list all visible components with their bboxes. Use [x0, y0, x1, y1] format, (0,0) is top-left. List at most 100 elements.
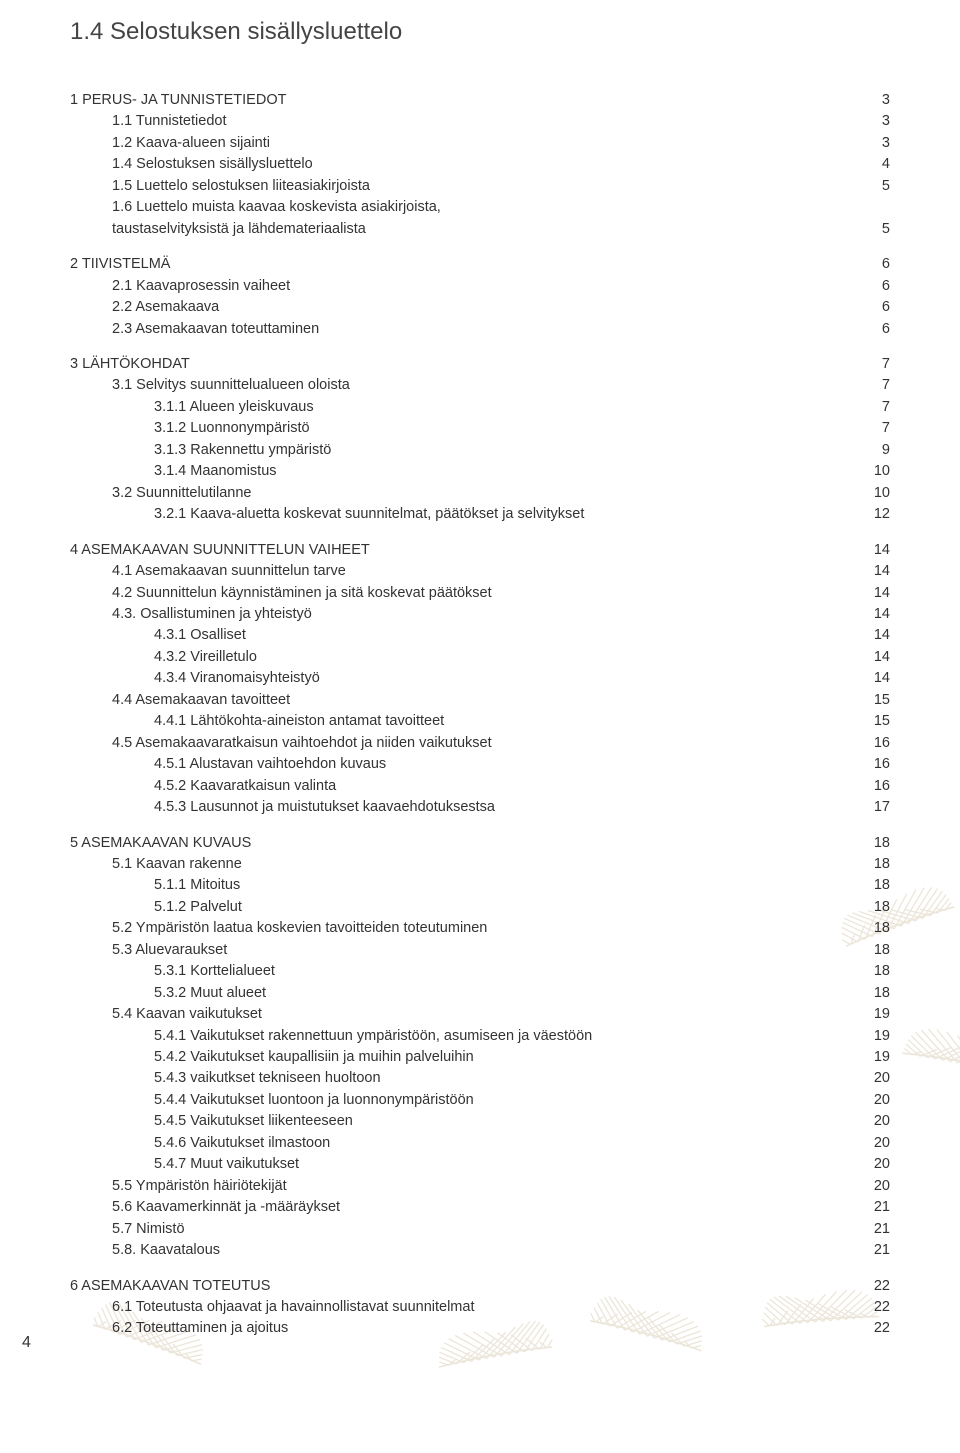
toc-row: 2.2 Asemakaava6 — [70, 297, 890, 318]
toc-row: 1.2 Kaava-alueen sijainti3 — [70, 133, 890, 154]
toc-page-num: 21 — [840, 1219, 890, 1240]
table-of-contents: 1 PERUS- JA TUNNISTETIEDOT31.1 Tunnistet… — [70, 76, 890, 1340]
toc-page-num: 14 — [840, 561, 890, 582]
toc-page-num: 19 — [840, 1026, 890, 1047]
toc-row: 2.1 Kaavaprosessin vaiheet6 — [70, 276, 890, 297]
toc-page-num: 7 — [840, 354, 890, 375]
toc-label: 5.7 Nimistö — [112, 1219, 840, 1240]
toc-label: 4.5.3 Lausunnot ja muistutukset kaavaehd… — [154, 797, 840, 818]
toc-page-num: 16 — [840, 733, 890, 754]
toc-row: 3.2.1 Kaava-aluetta koskevat suunnitelma… — [70, 504, 890, 525]
toc-page-num: 14 — [840, 668, 890, 689]
toc-page-num: 6 — [840, 276, 890, 297]
toc-page-num: 5 — [840, 219, 890, 240]
toc-row: 4.3.2 Vireilletulo14 — [70, 647, 890, 668]
toc-page-num: 22 — [840, 1318, 890, 1339]
toc-row: 5.2 Ympäristön laatua koskevien tavoitte… — [70, 918, 890, 939]
toc-label: 1.6 Luettelo muista kaavaa koskevista as… — [112, 197, 840, 218]
toc-label: 5.4 Kaavan vaikutukset — [112, 1004, 840, 1025]
toc-label: 4.4 Asemakaavan tavoitteet — [112, 690, 840, 711]
toc-page-num: 22 — [840, 1276, 890, 1297]
toc-row: 5.4.6 Vaikutukset ilmastoon20 — [70, 1133, 890, 1154]
toc-row: 5.3.2 Muut alueet18 — [70, 983, 890, 1004]
toc-page-num: 18 — [840, 940, 890, 961]
toc-row: 3.1.3 Rakennettu ympäristö9 — [70, 440, 890, 461]
toc-row: 4.1 Asemakaavan suunnittelun tarve14 — [70, 561, 890, 582]
toc-page-num: 14 — [840, 625, 890, 646]
toc-label: 3.1.1 Alueen yleiskuvaus — [154, 397, 840, 418]
toc-label: 5.4.5 Vaikutukset liikenteeseen — [154, 1111, 840, 1132]
toc-label: 5.4.3 vaikutkset tekniseen huoltoon — [154, 1068, 840, 1089]
toc-page-num: 20 — [840, 1068, 890, 1089]
toc-row: 1.4 Selostuksen sisällysluettelo4 — [70, 154, 890, 175]
toc-label: 4.3.2 Vireilletulo — [154, 647, 840, 668]
toc-page-num: 16 — [840, 754, 890, 775]
toc-page-num: 20 — [840, 1154, 890, 1175]
toc-label: 4 ASEMAKAAVAN SUUNNITTELUN VAIHEET — [70, 540, 840, 561]
toc-row: 5.8. Kaavatalous21 — [70, 1240, 890, 1261]
toc-page-num: 16 — [840, 776, 890, 797]
toc-label: taustaselvityksistä ja lähdemateriaalist… — [112, 219, 840, 240]
toc-row: 3.1.4 Maanomistus10 — [70, 461, 890, 482]
toc-page-num: 3 — [840, 133, 890, 154]
toc-row: 3.2 Suunnittelutilanne10 — [70, 483, 890, 504]
toc-label: 3.2 Suunnittelutilanne — [112, 483, 840, 504]
toc-label: 3.1 Selvitys suunnittelualueen oloista — [112, 375, 840, 396]
toc-label: 4.5 Asemakaavaratkaisun vaihtoehdot ja n… — [112, 733, 840, 754]
toc-label: 5.3 Aluevaraukset — [112, 940, 840, 961]
toc-label: 6.1 Toteutusta ohjaavat ja havainnollist… — [112, 1297, 840, 1318]
toc-page-num: 7 — [840, 375, 890, 396]
toc-page-num: 14 — [840, 647, 890, 668]
toc-row: 3.1.1 Alueen yleiskuvaus7 — [70, 397, 890, 418]
toc-page-num: 10 — [840, 483, 890, 504]
toc-row: 2.3 Asemakaavan toteuttaminen6 — [70, 319, 890, 340]
toc-label: 4.5.2 Kaavaratkaisun valinta — [154, 776, 840, 797]
toc-page-num: 9 — [840, 440, 890, 461]
toc-row: 5.5 Ympäristön häiriötekijät20 — [70, 1176, 890, 1197]
toc-label: 1.1 Tunnistetiedot — [112, 111, 840, 132]
toc-page-num: 20 — [840, 1090, 890, 1111]
toc-label: 5.4.6 Vaikutukset ilmastoon — [154, 1133, 840, 1154]
toc-page-num: 20 — [840, 1111, 890, 1132]
toc-page-num: 14 — [840, 583, 890, 604]
toc-row: 5.7 Nimistö21 — [70, 1219, 890, 1240]
toc-row: 4 ASEMAKAAVAN SUUNNITTELUN VAIHEET14 — [70, 540, 890, 561]
toc-page-num: 7 — [840, 418, 890, 439]
toc-page-num: 3 — [840, 90, 890, 111]
toc-row: 4.3.4 Viranomaisyhteistyö14 — [70, 668, 890, 689]
toc-row: 5.3 Aluevaraukset18 — [70, 940, 890, 961]
toc-label: 3.1.4 Maanomistus — [154, 461, 840, 482]
toc-page-num: 17 — [840, 797, 890, 818]
toc-label: 6 ASEMAKAAVAN TOTEUTUS — [70, 1276, 840, 1297]
toc-row: 3.1 Selvitys suunnittelualueen oloista7 — [70, 375, 890, 396]
toc-label: 4.3.1 Osalliset — [154, 625, 840, 646]
toc-row: 4.5.3 Lausunnot ja muistutukset kaavaehd… — [70, 797, 890, 818]
toc-page-num: 18 — [840, 833, 890, 854]
toc-label: 4.4.1 Lähtökohta-aineiston antamat tavoi… — [154, 711, 840, 732]
toc-label: 5.2 Ympäristön laatua koskevien tavoitte… — [112, 918, 840, 939]
toc-label: 4.3.4 Viranomaisyhteistyö — [154, 668, 840, 689]
toc-label: 5.6 Kaavamerkinnät ja -määräykset — [112, 1197, 840, 1218]
toc-row: 5.4.3 vaikutkset tekniseen huoltoon20 — [70, 1068, 890, 1089]
toc-label: 2.1 Kaavaprosessin vaiheet — [112, 276, 840, 297]
toc-row: 6 ASEMAKAAVAN TOTEUTUS22 — [70, 1276, 890, 1297]
toc-label: 5.3.2 Muut alueet — [154, 983, 840, 1004]
toc-label: 5.3.1 Korttelialueet — [154, 961, 840, 982]
toc-page-num: 6 — [840, 297, 890, 318]
toc-row: 6.1 Toteutusta ohjaavat ja havainnollist… — [70, 1297, 890, 1318]
toc-row: 5.1.2 Palvelut18 — [70, 897, 890, 918]
toc-label: 3.2.1 Kaava-aluetta koskevat suunnitelma… — [154, 504, 840, 525]
toc-label: 5.1.1 Mitoitus — [154, 875, 840, 896]
toc-row: 5.4 Kaavan vaikutukset19 — [70, 1004, 890, 1025]
toc-label: 4.3. Osallistuminen ja yhteistyö — [112, 604, 840, 625]
toc-row: 5.3.1 Korttelialueet18 — [70, 961, 890, 982]
toc-row: taustaselvityksistä ja lähdemateriaalist… — [70, 219, 890, 240]
toc-row: 4.5.1 Alustavan vaihtoehdon kuvaus16 — [70, 754, 890, 775]
toc-label: 6.2 Toteuttaminen ja ajoitus — [112, 1318, 840, 1339]
toc-row: 4.4 Asemakaavan tavoitteet15 — [70, 690, 890, 711]
toc-label: 1.4 Selostuksen sisällysluettelo — [112, 154, 840, 175]
toc-label: 2.3 Asemakaavan toteuttaminen — [112, 319, 840, 340]
toc-page-num: 5 — [840, 176, 890, 197]
toc-row: 2 TIIVISTELMÄ6 — [70, 254, 890, 275]
toc-label: 1.5 Luettelo selostuksen liiteasiakirjoi… — [112, 176, 840, 197]
